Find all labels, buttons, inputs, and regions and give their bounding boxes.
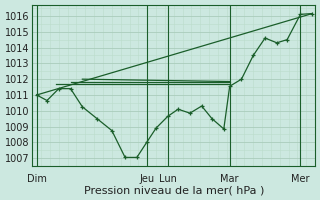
X-axis label: Pression niveau de la mer( hPa ): Pression niveau de la mer( hPa ) — [84, 185, 264, 195]
